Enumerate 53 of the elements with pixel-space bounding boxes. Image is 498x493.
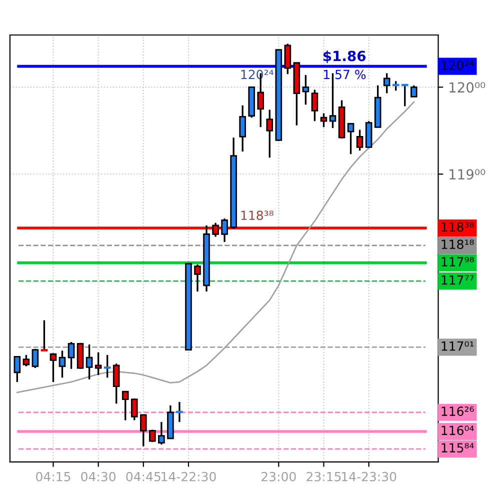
candlestick [149, 428, 156, 443]
candlestick [410, 84, 418, 98]
candlestick [104, 354, 111, 378]
candlestick [221, 218, 228, 243]
candlestick [356, 128, 364, 152]
candlestick [140, 414, 147, 448]
x-tick-label: 23:00 [262, 472, 296, 482]
candlestick [112, 362, 120, 405]
annotation: $1.86 [323, 50, 366, 64]
x-tick-label: 14-22:30 [162, 472, 216, 482]
ref-line-label: 118³⁸ [442, 222, 474, 232]
x-tick-label: 23:15 [306, 472, 341, 482]
candlestick [32, 348, 39, 369]
ref-line-label: 118¹⁸ [442, 240, 474, 250]
ref-line-label: 120²⁴ [442, 60, 474, 70]
candlestick [58, 350, 66, 378]
candlestick [50, 352, 57, 383]
candlestick [212, 222, 219, 238]
ref-line-label: 115⁸⁴ [442, 443, 474, 453]
candlestick [122, 390, 129, 422]
candlestick [347, 122, 354, 155]
candlestick [68, 341, 75, 370]
candlestick [130, 398, 138, 422]
ref-line-label: 116²⁶ [442, 406, 474, 416]
candlestick [302, 74, 310, 106]
candlestick [320, 112, 328, 128]
ref-line-label: 116⁰⁴ [442, 426, 474, 436]
x-tick-label: 04:30 [81, 472, 116, 482]
annotation: 118³⁸ [241, 210, 274, 220]
candlestick [94, 352, 102, 376]
ref-line-label: 117⁰¹ [442, 341, 474, 351]
candlestick [266, 108, 274, 158]
candlestick [158, 421, 165, 446]
candlestick [284, 42, 292, 75]
candlestick [14, 356, 21, 383]
y-tick-label: 120⁰⁰ [449, 82, 486, 93]
candlestick [22, 354, 30, 368]
y-tick-label: 119⁰⁰ [449, 169, 486, 180]
x-tick-label: 04:15 [36, 472, 70, 482]
annotation: 1.57 % [324, 70, 366, 80]
ref-line-label: 117⁷⁷ [442, 275, 474, 285]
candlestick [86, 344, 93, 380]
ref-line-label: 117⁹⁸ [442, 256, 474, 266]
x-tick-label: 04:45 [126, 472, 160, 482]
candlestick [401, 84, 408, 108]
x-tick-label: 14-23:30 [342, 472, 396, 482]
candlestick [176, 401, 183, 423]
candlestick [383, 72, 390, 94]
candlestick [239, 104, 246, 152]
candlestick [194, 264, 201, 292]
candlestick [392, 80, 400, 92]
candlestick [311, 88, 318, 122]
candlestick [40, 319, 48, 352]
